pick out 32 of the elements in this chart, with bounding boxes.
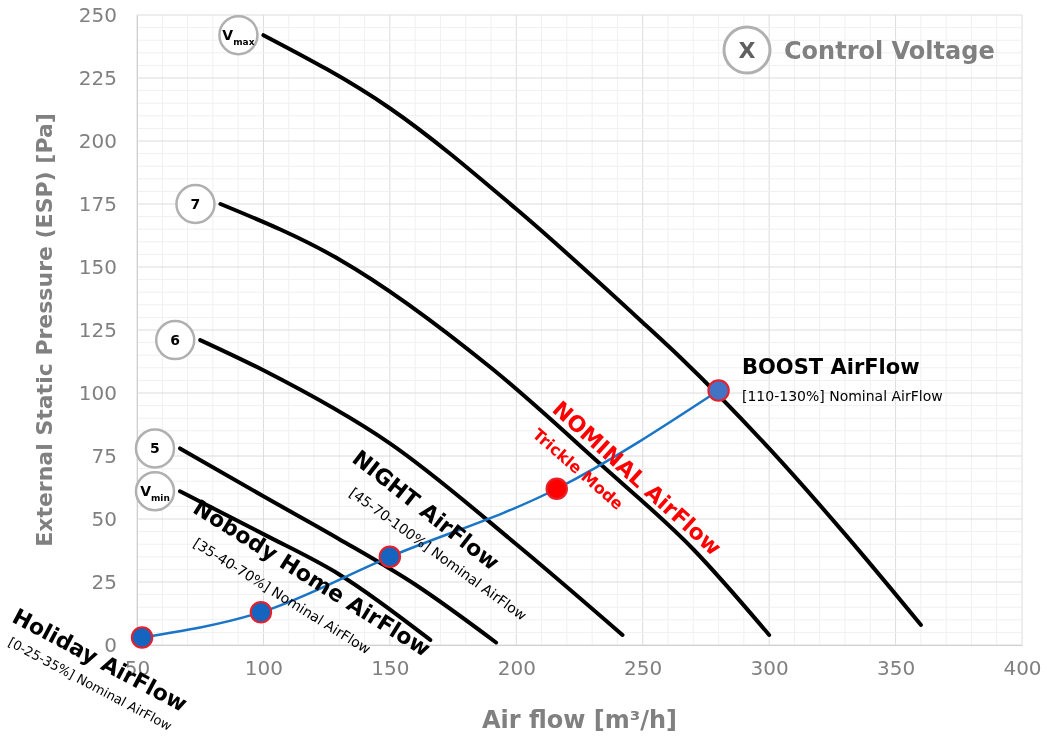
x-tick-label: 100 [244,656,284,681]
series-label: 5 [150,440,160,457]
y-tick-label: 200 [78,128,117,153]
y-tick-label: 250 [78,2,117,27]
y-axis-title: External Static Pressure (ESP) [Pa] [32,113,57,547]
series-label: 7 [190,196,201,212]
point [249,601,273,624]
y-tick-label: 0 [104,632,117,657]
x-tick-label: 300 [750,656,789,681]
y-tick-label: 25 [91,569,117,594]
y-tick-label: 50 [91,506,117,531]
x-tick-label: 350 [876,656,916,681]
y-tick-label: 100 [78,380,117,405]
x-tick-label: 400 [1003,656,1042,681]
series-label: V$_{min}$ [140,483,170,504]
x-tick-label: 150 [371,656,410,681]
y-tick-label: 125 [78,317,117,342]
point [130,626,154,649]
annotation: X [738,38,756,63]
legend-title: Control Voltage [784,37,995,65]
annotation: BOOST AirFlow [742,355,920,379]
point [707,379,730,402]
y-tick-label: 175 [78,191,117,216]
y-tick-label: 225 [78,65,117,90]
y-tick-label: 75 [91,443,117,468]
x-axis-title: Air flow [m³/h] [481,706,678,734]
series-label: V$_{max}$ [222,27,255,48]
series-label: 6 [170,332,181,349]
x-tick-label: 200 [497,656,536,681]
y-tick-label: 150 [78,254,117,279]
x-tick-label: 250 [624,656,663,681]
annotation: [110-130%] Nominal AirFlow [742,388,943,404]
